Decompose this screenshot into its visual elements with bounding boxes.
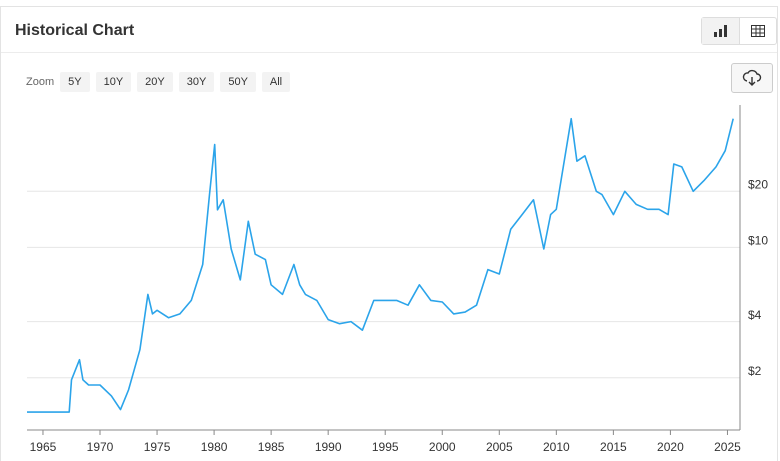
zoom-button[interactable]: 10Y <box>95 72 132 92</box>
zoom-button[interactable]: 50Y <box>220 72 256 92</box>
card-header: Historical Chart <box>1 7 777 53</box>
x-tick-label: 1975 <box>144 440 171 454</box>
zoom-button[interactable]: 5Y <box>60 72 90 92</box>
zoom-button[interactable]: 20Y <box>137 72 173 92</box>
download-button[interactable] <box>731 63 773 93</box>
x-tick-label: 2005 <box>486 440 513 454</box>
y-tick-label: $10 <box>748 234 768 248</box>
title: Historical Chart <box>15 22 135 39</box>
zoom-label: Zoom <box>26 76 55 88</box>
price-line <box>27 117 734 413</box>
x-tick-label: 1970 <box>87 440 114 454</box>
x-tick-label: 1985 <box>258 440 285 454</box>
x-tick-label: 2010 <box>543 440 570 454</box>
x-tick-label: 1990 <box>315 440 342 454</box>
x-tick-label: 2025 <box>714 440 741 454</box>
x-tick-label: 2015 <box>600 440 627 454</box>
zoom-button[interactable]: All <box>261 72 291 92</box>
view-toggle <box>701 17 777 45</box>
zoom-bar: Zoom 5Y 10Y 20Y 30Y 50Y All <box>26 72 291 92</box>
x-tick-label: 1965 <box>30 440 57 454</box>
x-tick-label: 1995 <box>372 440 399 454</box>
x-tick-label: 2020 <box>657 440 684 454</box>
x-tick-label: 1980 <box>201 440 228 454</box>
chart-view-button[interactable] <box>702 18 740 44</box>
y-tick-label: $2 <box>748 364 762 378</box>
y-tick-label: $4 <box>748 308 762 322</box>
x-tick-label: 2000 <box>429 440 456 454</box>
table-view-button[interactable] <box>740 18 777 44</box>
y-tick-label: $20 <box>748 177 768 191</box>
card: Historical Chart <box>0 6 778 461</box>
zoom-button[interactable]: 30Y <box>178 72 215 92</box>
